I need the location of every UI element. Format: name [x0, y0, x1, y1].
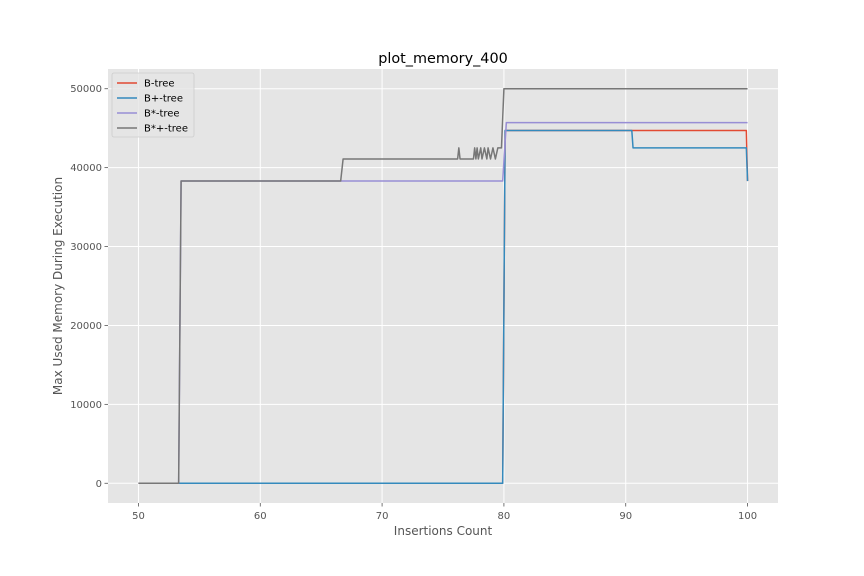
y-tick-label: 30000	[70, 242, 102, 253]
legend-label-bstarplus-tree: B*+-tree	[144, 124, 188, 135]
axis-ticks: 50 60 70 80 90 100 0 10000 20000 30000 40000 50000	[70, 84, 757, 522]
legend-label-b-tree: B-tree	[144, 79, 175, 90]
y-tick-label: 20000	[70, 321, 102, 332]
x-tick-label: 80	[498, 511, 511, 522]
series-line-bstarplus-tree	[138, 87, 748, 485]
y-tick-label: 50000	[70, 84, 102, 95]
series-lines	[138, 87, 749, 485]
y-tick-label: 10000	[70, 400, 102, 411]
x-tick-label: 50	[132, 511, 145, 522]
x-tick-label: 70	[376, 511, 389, 522]
legend-label-bstar-tree: B*-tree	[144, 109, 180, 120]
legend: B-tree B+-tree B*-tree B*+-tree	[111, 72, 195, 138]
y-tick-label: 40000	[70, 163, 102, 174]
legend-box	[111, 72, 195, 138]
legend-label-bplus-tree: B+-tree	[144, 94, 183, 105]
y-tick-label: 0	[96, 479, 102, 490]
x-tick-label: 90	[619, 511, 632, 522]
plot-area	[108, 69, 778, 503]
x-tick-label: 60	[254, 511, 267, 522]
grid-lines	[108, 69, 778, 503]
x-axis-label: Insertions Count	[394, 524, 493, 538]
x-tick-label: 100	[738, 511, 757, 522]
y-axis-label: Max Used Memory During Execution	[51, 177, 65, 395]
chart-title: plot_memory_400	[378, 51, 508, 67]
series-line-bplus-tree	[138, 129, 749, 485]
